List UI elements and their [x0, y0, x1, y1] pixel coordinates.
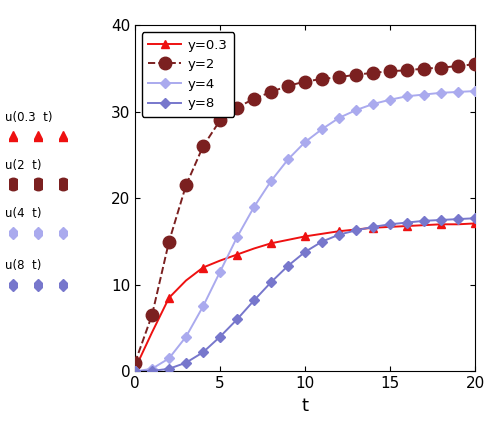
y=4	[370, 102, 376, 107]
Line: y=8: y=8	[132, 215, 478, 375]
y=4	[217, 269, 223, 274]
y=4	[302, 140, 308, 145]
y=2	[200, 144, 206, 149]
y=8	[234, 317, 240, 322]
y=2	[421, 66, 427, 71]
y=0.3	[421, 223, 427, 228]
y=2	[404, 68, 410, 73]
y=2	[234, 105, 240, 110]
y=8	[285, 263, 291, 268]
Text: u(8  t): u(8 t)	[5, 260, 42, 272]
y=0.3	[200, 265, 206, 270]
y=8	[251, 298, 257, 303]
y=2	[336, 75, 342, 80]
y=4	[472, 89, 478, 94]
y=8	[353, 228, 359, 233]
y=0.3	[455, 222, 461, 227]
y=0.3	[132, 366, 138, 371]
y=0.3	[438, 222, 444, 227]
y=2	[319, 76, 325, 81]
y=2	[455, 63, 461, 68]
y=4	[149, 366, 155, 371]
Text: u(4  t): u(4 t)	[5, 208, 42, 220]
X-axis label: t: t	[302, 397, 308, 415]
y=2	[268, 89, 274, 95]
y=4	[285, 157, 291, 162]
y=2	[285, 84, 291, 89]
y=4	[183, 334, 189, 339]
y=0.3	[353, 227, 359, 232]
y=2	[217, 118, 223, 123]
y=2	[370, 70, 376, 76]
y=0.3	[370, 225, 376, 230]
y=4	[319, 127, 325, 132]
y=2	[353, 72, 359, 77]
y=0.3	[285, 237, 291, 242]
y=2	[438, 65, 444, 70]
Line: y=2: y=2	[129, 58, 482, 369]
y=2	[166, 239, 172, 244]
y=4	[353, 108, 359, 113]
y=4	[455, 89, 461, 95]
y=8	[438, 217, 444, 222]
y=8	[472, 216, 478, 221]
y=8	[302, 249, 308, 254]
y=8	[319, 239, 325, 244]
y=4	[421, 92, 427, 97]
y=0.3	[302, 234, 308, 239]
y=8	[132, 369, 138, 374]
y=2	[251, 96, 257, 101]
y=0.3	[251, 246, 257, 251]
y=8	[268, 280, 274, 285]
y=8	[166, 366, 172, 371]
y=2	[183, 183, 189, 188]
y=4	[387, 97, 393, 102]
y=4	[268, 179, 274, 184]
y=2	[302, 79, 308, 84]
y=4	[132, 369, 138, 374]
y=0.3	[336, 229, 342, 234]
y=0.3	[268, 241, 274, 246]
y=8	[387, 222, 393, 227]
y=0.3	[183, 278, 189, 283]
Text: u(0.3  t): u(0.3 t)	[5, 111, 52, 124]
y=4	[234, 235, 240, 240]
y=4	[336, 115, 342, 120]
y=0.3	[387, 225, 393, 230]
y=8	[149, 368, 155, 373]
y=4	[200, 304, 206, 309]
y=2	[472, 62, 478, 67]
y=4	[166, 356, 172, 361]
y=0.3	[472, 221, 478, 226]
y=0.3	[319, 231, 325, 236]
y=8	[404, 220, 410, 225]
y=8	[183, 360, 189, 365]
Line: y=0.3: y=0.3	[131, 219, 479, 373]
Line: y=4: y=4	[132, 88, 478, 375]
y=2	[132, 360, 138, 365]
y=2	[387, 69, 393, 74]
y=4	[438, 90, 444, 95]
y=0.3	[166, 295, 172, 300]
y=8	[336, 232, 342, 237]
y=4	[251, 204, 257, 209]
Legend: y=0.3, y=2, y=4, y=8: y=0.3, y=2, y=4, y=8	[142, 32, 234, 117]
y=4	[404, 94, 410, 99]
y=8	[421, 218, 427, 223]
y=8	[370, 225, 376, 230]
y=2	[149, 313, 155, 318]
y=0.3	[404, 224, 410, 229]
y=8	[200, 350, 206, 355]
y=0.3	[234, 252, 240, 257]
Text: u(2  t): u(2 t)	[5, 159, 42, 172]
y=8	[455, 216, 461, 222]
y=0.3	[149, 330, 155, 335]
y=0.3	[217, 258, 223, 263]
y=8	[217, 334, 223, 339]
